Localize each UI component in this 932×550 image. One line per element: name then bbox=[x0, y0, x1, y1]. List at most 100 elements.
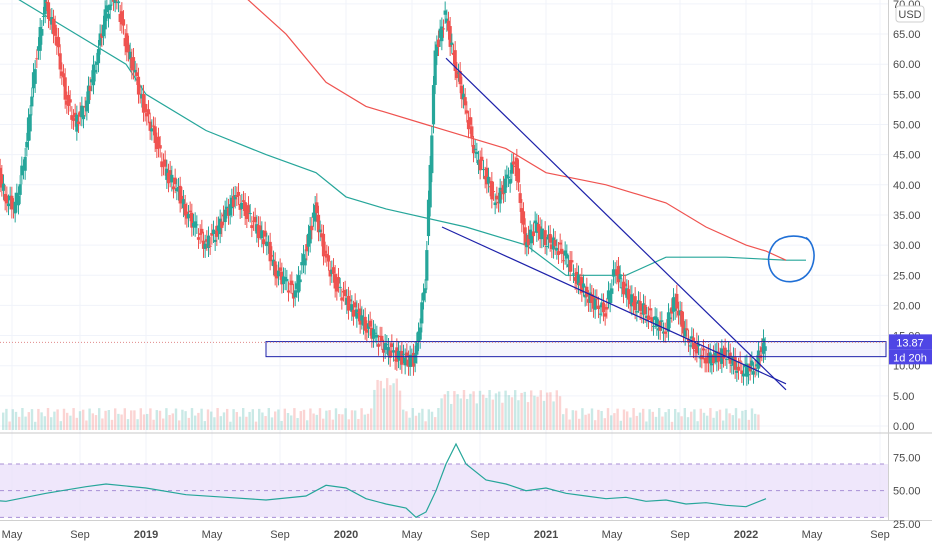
volume-bar bbox=[264, 416, 267, 430]
candle-body bbox=[478, 159, 482, 171]
candle-body bbox=[106, 13, 111, 19]
volume-bar bbox=[43, 416, 46, 430]
volume-bar bbox=[325, 410, 328, 430]
volume-bar bbox=[677, 412, 680, 430]
highlight-circle bbox=[767, 235, 815, 283]
candle-body bbox=[400, 350, 404, 365]
candle-body bbox=[98, 33, 102, 46]
candle-body bbox=[695, 341, 699, 354]
candle-body bbox=[375, 334, 379, 338]
time-tick-label: May bbox=[2, 529, 23, 541]
volume-bar bbox=[626, 411, 629, 430]
volume-bar bbox=[472, 391, 475, 430]
volume-bar bbox=[200, 408, 203, 430]
candle-body bbox=[665, 328, 669, 330]
candle-body bbox=[195, 224, 199, 226]
candle-body bbox=[616, 266, 621, 283]
candle-body bbox=[551, 237, 556, 250]
volume-bar bbox=[296, 418, 299, 430]
candle-body bbox=[760, 347, 764, 353]
candle-body bbox=[5, 195, 9, 204]
candle-body bbox=[698, 357, 702, 359]
volume-bar bbox=[344, 408, 347, 430]
volume-bar bbox=[722, 420, 725, 430]
candle-body bbox=[65, 100, 69, 105]
candle-body bbox=[621, 281, 626, 295]
volume-bar bbox=[18, 416, 21, 430]
candle-body bbox=[320, 233, 324, 238]
volume-bar bbox=[341, 414, 344, 430]
currency-badge[interactable] bbox=[895, 5, 925, 23]
candle-body bbox=[483, 175, 487, 180]
candle-body bbox=[645, 316, 649, 319]
volume-bar bbox=[123, 408, 126, 430]
candle-body bbox=[126, 44, 131, 53]
volume-bar bbox=[616, 408, 619, 430]
candle-body bbox=[505, 174, 509, 179]
volume-bar bbox=[178, 420, 181, 430]
candle-body bbox=[141, 93, 146, 113]
candle-body bbox=[406, 359, 411, 367]
volume-bar bbox=[533, 395, 536, 430]
time-axis[interactable]: May Sep 2019 May Sep 2020 May Sep 2021 May Sep 2022… bbox=[2, 529, 890, 541]
price-tick-label: 0.00 bbox=[893, 421, 914, 433]
volume-bar bbox=[203, 421, 206, 430]
volume-bar bbox=[658, 408, 661, 430]
candle-body bbox=[216, 225, 221, 231]
candle-body bbox=[53, 24, 57, 36]
candle-body bbox=[470, 126, 474, 138]
candle-body bbox=[601, 302, 606, 313]
candle-body bbox=[175, 188, 179, 192]
candle-body bbox=[386, 347, 391, 356]
volume-bar bbox=[517, 400, 520, 430]
candle-body bbox=[651, 325, 656, 327]
candle-body bbox=[391, 350, 396, 353]
candle-body bbox=[283, 276, 287, 282]
candle-body bbox=[275, 273, 279, 279]
candle-body bbox=[281, 276, 286, 284]
price-axis[interactable]: 70.00 65.00 60.00 55.00 50.00 45.00 40.00 35.00… bbox=[893, 0, 921, 433]
volume-bar bbox=[149, 408, 152, 430]
user-drawings[interactable] bbox=[0, 57, 888, 391]
candle-body bbox=[66, 94, 71, 106]
volume-bar bbox=[690, 411, 693, 430]
time-tick-label: May bbox=[402, 529, 423, 541]
candle-body bbox=[685, 328, 689, 331]
indicator-axis[interactable]: 75.00 50.00 25.00 bbox=[893, 452, 921, 531]
candlesticks bbox=[0, 0, 767, 386]
volume-bar bbox=[693, 409, 696, 430]
candle-body bbox=[691, 337, 696, 350]
candle-body bbox=[763, 346, 767, 351]
candle-body bbox=[246, 205, 251, 213]
candle-body bbox=[361, 318, 366, 326]
candle-body bbox=[353, 302, 357, 308]
price-tick-label: 5.00 bbox=[893, 391, 914, 403]
candle-body bbox=[485, 167, 489, 185]
candle-body bbox=[76, 121, 81, 124]
candle-body bbox=[553, 240, 557, 246]
candle-body bbox=[111, 0, 116, 2]
candle-body bbox=[40, 29, 44, 36]
candle-body bbox=[70, 115, 74, 120]
volume-bar bbox=[133, 410, 136, 430]
volume-bar bbox=[638, 412, 642, 430]
volume-bar bbox=[14, 411, 18, 430]
candle-body bbox=[303, 258, 307, 266]
candle-body bbox=[261, 239, 266, 245]
candle-body bbox=[251, 220, 256, 222]
candle-body bbox=[656, 328, 661, 331]
volume-bar bbox=[443, 394, 446, 430]
time-tick-label: 2019 bbox=[134, 529, 158, 541]
volume-bar bbox=[280, 420, 283, 430]
candle-body bbox=[676, 310, 681, 316]
indicator-pane[interactable] bbox=[0, 442, 888, 519]
candle-body bbox=[603, 313, 607, 317]
volume-bar bbox=[389, 385, 392, 430]
candle-body bbox=[178, 185, 182, 204]
candle-body bbox=[490, 181, 494, 200]
time-tick-label: Sep bbox=[470, 529, 490, 541]
candle-body bbox=[368, 320, 372, 327]
currency-label: USD bbox=[898, 9, 921, 21]
candle-body bbox=[668, 317, 672, 319]
